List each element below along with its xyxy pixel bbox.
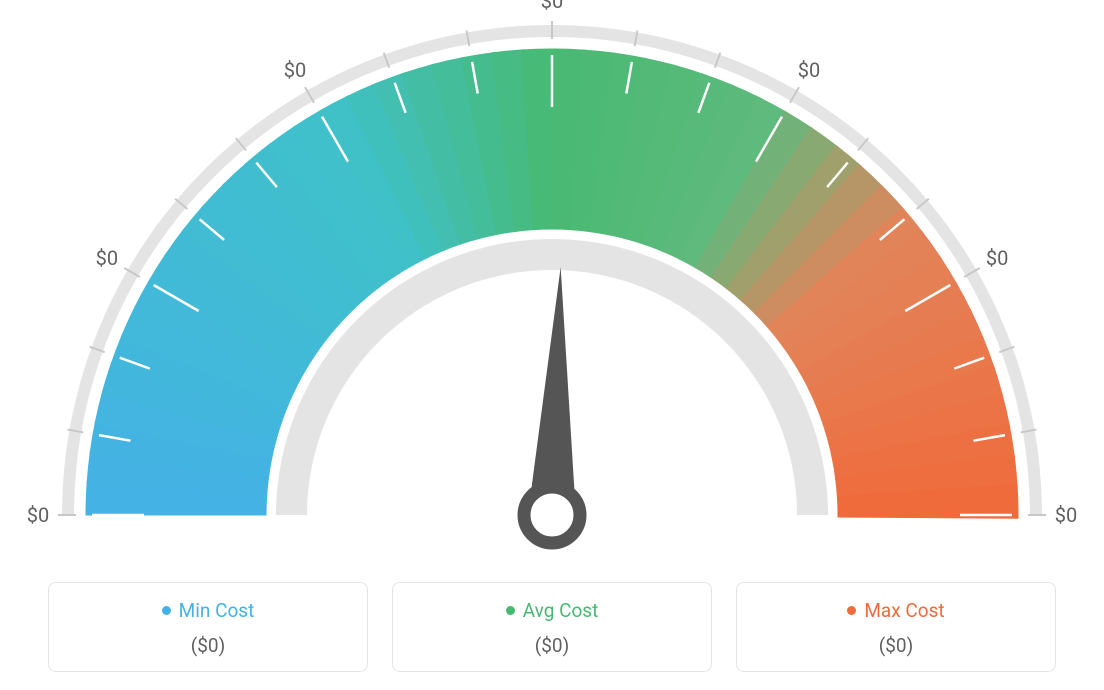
legend-dot-icon	[847, 606, 856, 615]
legend-title: Max Cost	[847, 599, 944, 622]
legend-title: Min Cost	[162, 599, 255, 622]
legend-row: Min Cost ($0) Avg Cost ($0) Max Cost ($0)	[48, 582, 1056, 672]
legend-card-max: Max Cost ($0)	[736, 582, 1056, 672]
gauge-needle	[528, 267, 576, 516]
gauge-tick-label: $0	[541, 0, 563, 13]
legend-card-avg: Avg Cost ($0)	[392, 582, 712, 672]
cost-gauge: $0 $0 $0 $0 $0 $0 $0	[22, 0, 1082, 570]
gauge-tick-label: $0	[27, 503, 49, 527]
legend-title: Avg Cost	[506, 599, 599, 622]
legend-value: ($0)	[61, 634, 355, 657]
gauge-tick-label: $0	[798, 58, 820, 82]
gauge-tick-label: $0	[1055, 503, 1077, 527]
legend-dot-icon	[506, 606, 515, 615]
gauge-tick-label: $0	[96, 246, 118, 270]
gauge-needle-hub	[524, 487, 580, 543]
legend-dot-icon	[162, 606, 171, 615]
legend-value: ($0)	[749, 634, 1043, 657]
gauge-svg	[22, 0, 1082, 570]
gauge-tick-label: $0	[284, 58, 306, 82]
legend-label: Max Cost	[864, 599, 944, 622]
legend-label: Avg Cost	[523, 599, 599, 622]
legend-label: Min Cost	[179, 599, 255, 622]
legend-value: ($0)	[405, 634, 699, 657]
gauge-tick-label: $0	[986, 246, 1008, 270]
legend-card-min: Min Cost ($0)	[48, 582, 368, 672]
